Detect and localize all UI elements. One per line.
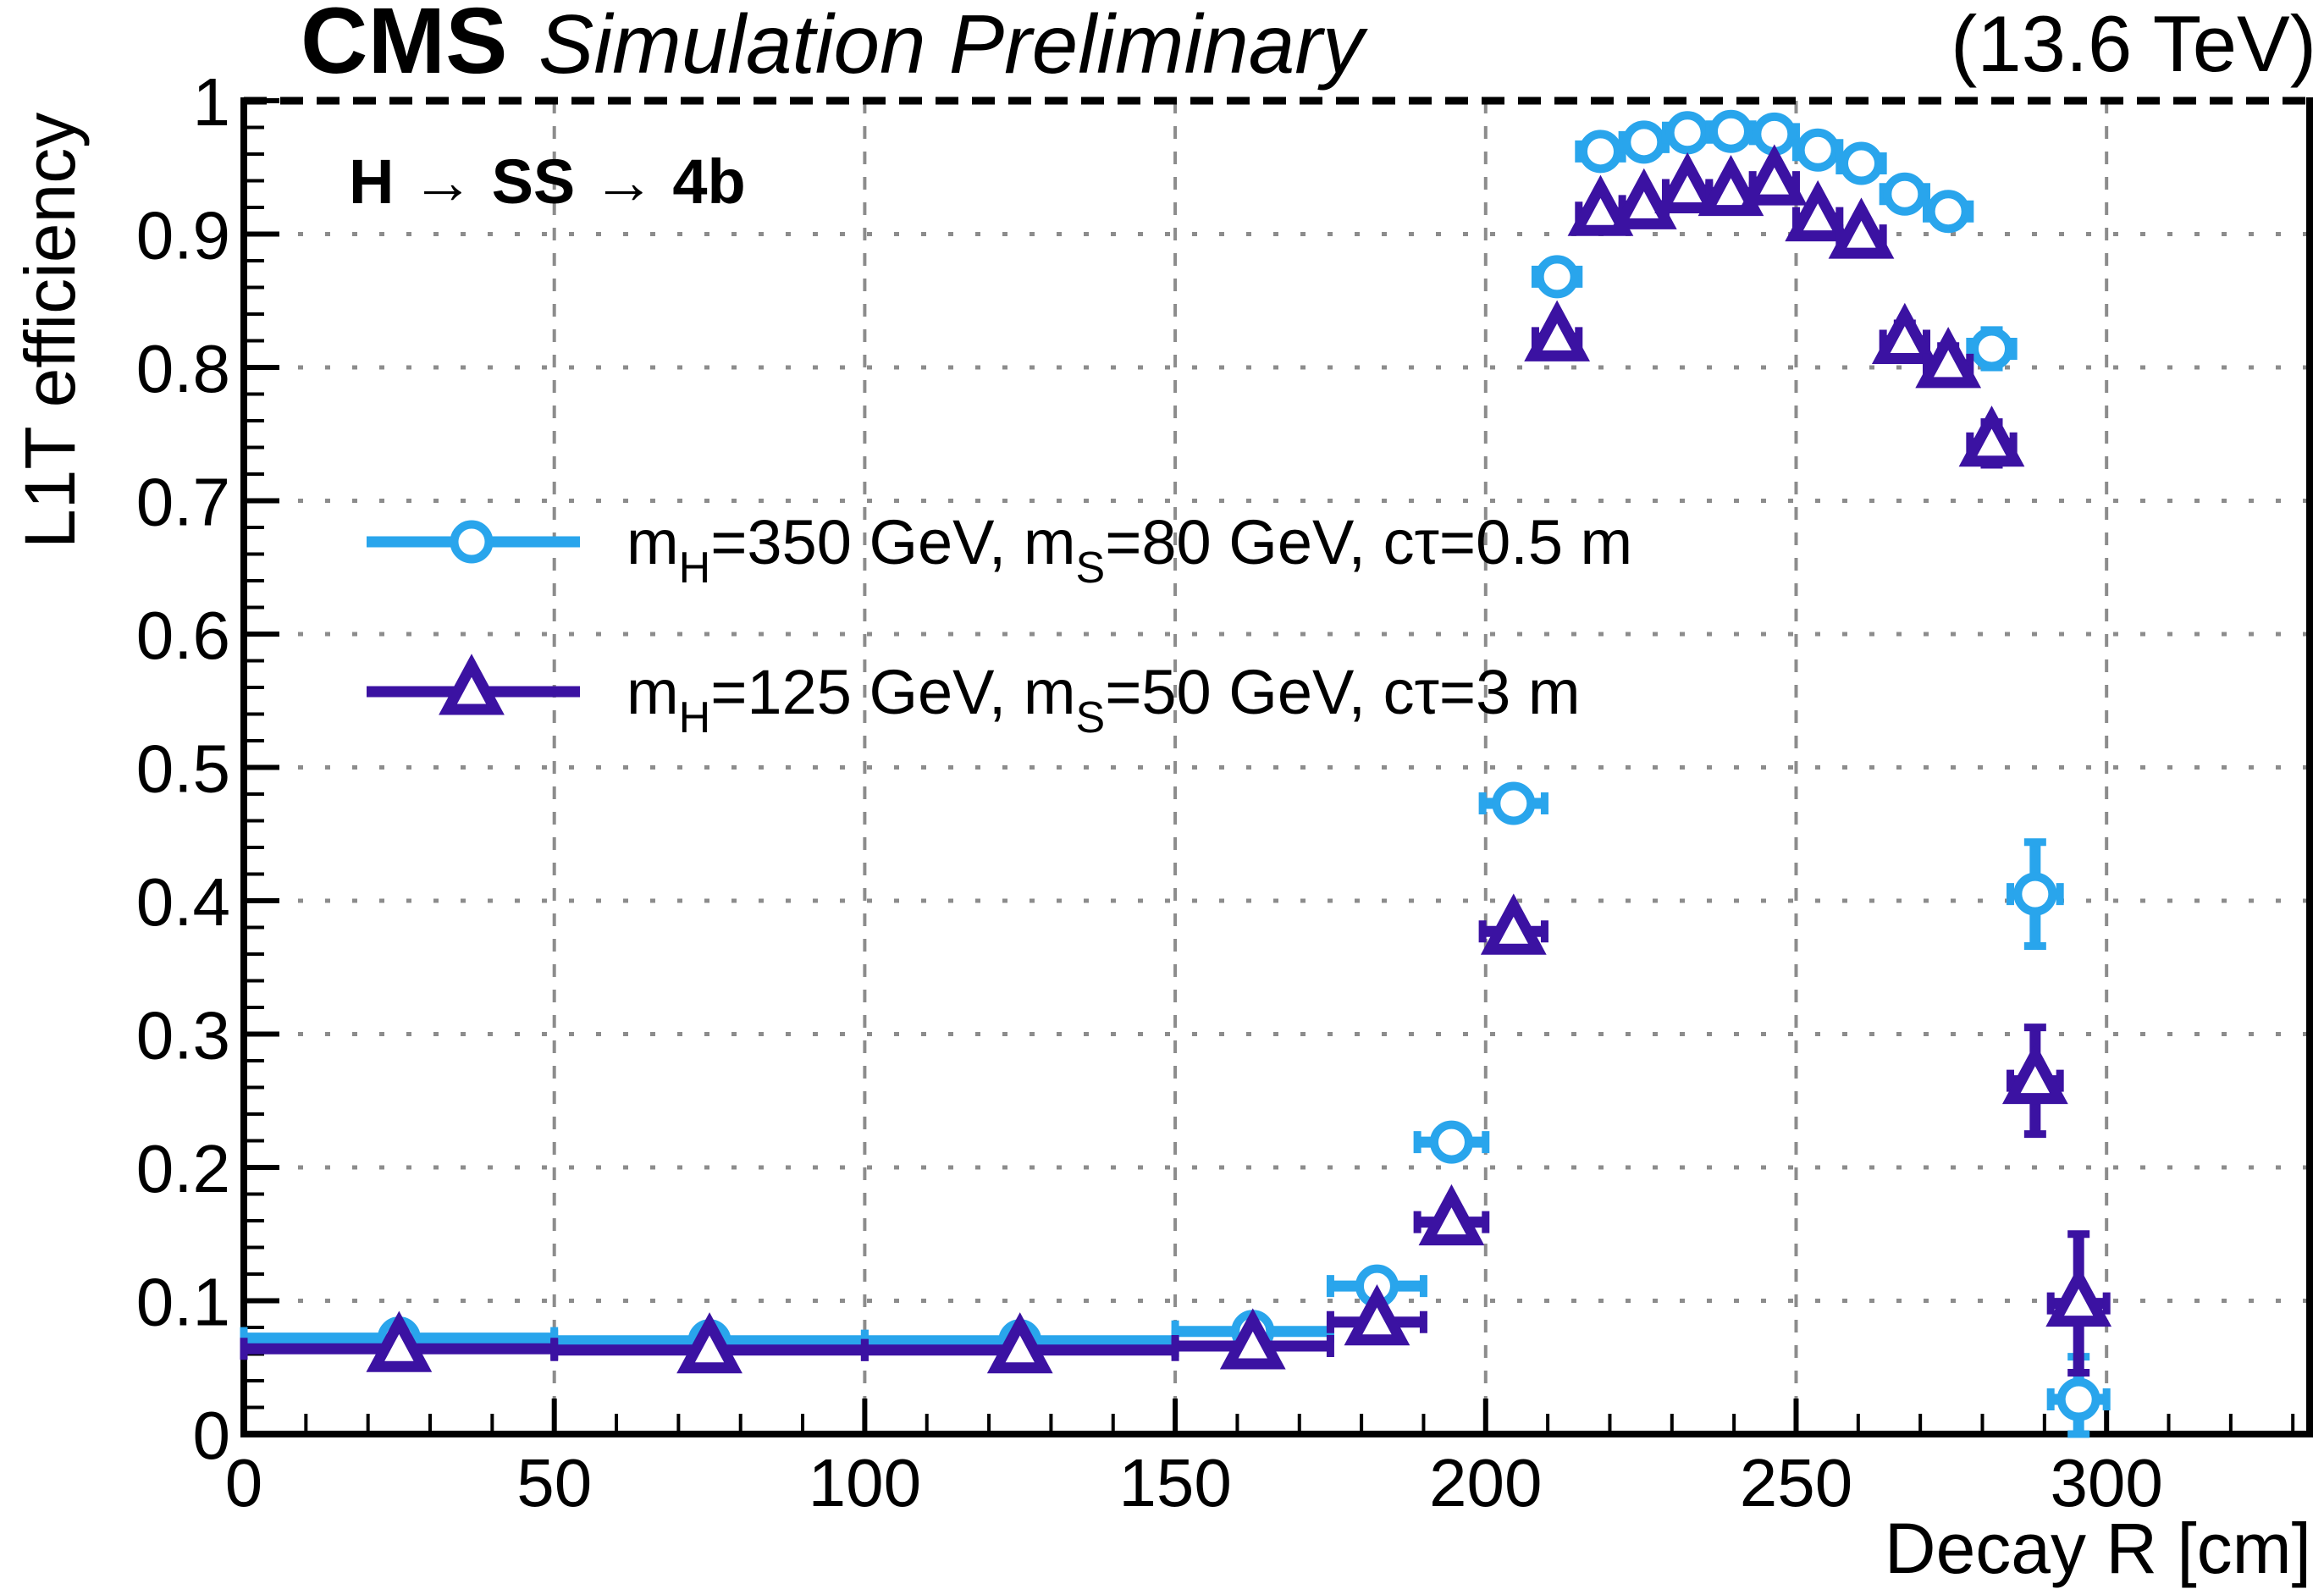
data-point-triangle-marker [1610,168,1677,229]
data-point-triangle-marker [1219,1308,1286,1370]
data-point-triangle-marker [366,1310,433,1372]
energy-label: (13.6 TeV) [1951,0,2316,88]
data-point-circle-marker [450,520,494,564]
data-point-triangle-marker [2001,1042,2068,1105]
legend-label: mH=350 GeV, mS=80 GeV, cτ=0.5 m [627,507,1632,593]
data-series [240,109,2112,1438]
data-point-circle-marker [1429,1120,1473,1164]
x-tick-label: 0 [225,1445,263,1520]
data-point-triangle-marker [1828,197,1895,259]
data-point-triangle-marker [1958,406,2025,467]
series-2 [240,144,2112,1377]
data-point-triangle-marker [1418,1183,1485,1246]
y-tick-label: 0.7 [136,465,230,540]
y-axis-title: L1T efficiency [10,113,90,549]
data-point-triangle-marker [1567,174,1634,236]
x-tick-label: 200 [1429,1445,1542,1520]
data-point-triangle-marker [1785,179,1852,242]
x-axis-title: Decay R [cm] [1885,1509,2311,1588]
process-annotation: H → SS → 4b [349,146,746,217]
gridlines [244,101,2310,1434]
legend-label: mH=125 GeV, mS=50 GeV, cτ=3 m [627,657,1580,742]
data-point-circle-marker [1839,141,1883,185]
legend: mH=350 GeV, mS=80 GeV, cτ=0.5 m mH=125 Ge… [367,507,1632,742]
y-tick-label: 0.4 [136,864,230,940]
axis-ticks [241,98,2295,1437]
simulation-preliminary-label: Simulation Preliminary [538,0,1368,91]
data-point-circle-marker [1796,128,1840,172]
cms-logo-text: CMS [301,0,507,93]
data-point-triangle-marker [676,1312,742,1374]
data-point-triangle-marker [1915,327,1982,389]
data-point-triangle-marker [1524,300,1591,361]
y-tick-label: 0.5 [136,731,230,807]
x-axis-tick-labels: 0 50 100 150 200 250 300 [225,1445,2163,1520]
data-point-circle-marker [1535,255,1579,299]
data-point-triangle-marker [1871,302,1938,364]
x-tick-label: 50 [516,1445,592,1520]
y-tick-label: 0.1 [136,1265,230,1340]
y-tick-label: 0.6 [136,598,230,673]
data-point-circle-marker [1622,120,1666,164]
data-point-triangle-marker [1654,152,1721,214]
data-point-circle-marker [1883,172,1927,216]
y-axis-tick-labels: 0 0.1 0.2 0.3 0.4 0.5 0.6 0.7 0.8 0.9 1 [136,64,230,1473]
legend-entry-2: mH=125 GeV, mS=50 GeV, cτ=3 m [367,654,1580,742]
data-point-triangle-marker [2045,1265,2112,1327]
data-point-circle-marker [2013,872,2057,916]
data-point-triangle-marker [1697,154,1764,217]
y-tick-label: 0 [193,1398,231,1473]
y-tick-label: 0.2 [136,1131,230,1206]
data-point-circle-marker [1578,130,1622,174]
data-point-circle-marker [1492,781,1536,825]
data-point-circle-marker [1970,327,2014,371]
x-tick-label: 250 [1740,1445,1852,1520]
x-tick-label: 150 [1118,1445,1231,1520]
y-tick-label: 0.8 [136,331,230,406]
y-tick-label: 0.3 [136,998,230,1073]
data-point-triangle-marker [986,1312,1053,1374]
data-point-circle-marker [1708,109,1753,153]
y-tick-label: 0.9 [136,198,230,273]
data-point-triangle-marker [1344,1283,1410,1346]
data-point-circle-marker [1926,190,1970,234]
x-tick-label: 300 [2050,1445,2162,1520]
data-point-triangle-marker [1741,144,1808,206]
legend-entry-1: mH=350 GeV, mS=80 GeV, cτ=0.5 m [367,507,1632,593]
data-point-circle-marker [1665,111,1709,155]
data-point-triangle-marker [439,654,505,715]
data-point-circle-marker [2056,1377,2100,1421]
x-tick-label: 100 [809,1445,921,1520]
data-point-triangle-marker [1480,893,1547,955]
y-tick-label: 1 [193,64,231,140]
